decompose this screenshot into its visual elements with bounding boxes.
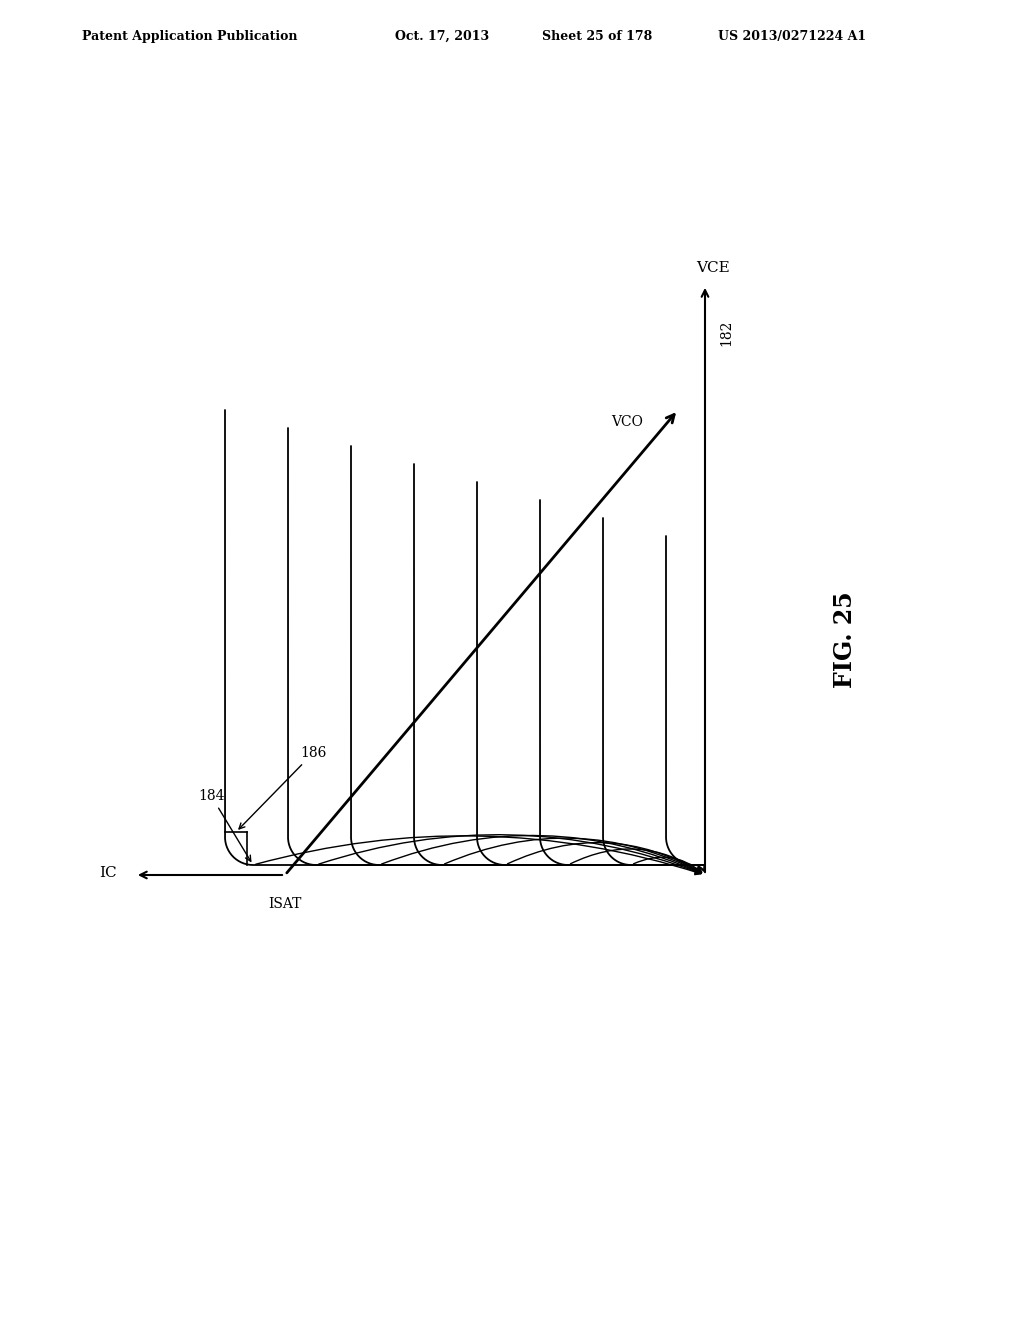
Text: Sheet 25 of 178: Sheet 25 of 178 <box>542 30 652 44</box>
Text: 182: 182 <box>719 319 733 346</box>
Text: Oct. 17, 2013: Oct. 17, 2013 <box>395 30 489 44</box>
Text: US 2013/0271224 A1: US 2013/0271224 A1 <box>718 30 866 44</box>
Text: 184: 184 <box>198 789 251 861</box>
Text: VCO: VCO <box>611 414 643 429</box>
Text: 186: 186 <box>239 746 327 829</box>
Text: ISAT: ISAT <box>268 898 302 911</box>
Text: Patent Application Publication: Patent Application Publication <box>82 30 298 44</box>
Text: FIG. 25: FIG. 25 <box>833 591 857 688</box>
Text: VCE: VCE <box>696 261 730 275</box>
Text: IC: IC <box>99 866 117 880</box>
